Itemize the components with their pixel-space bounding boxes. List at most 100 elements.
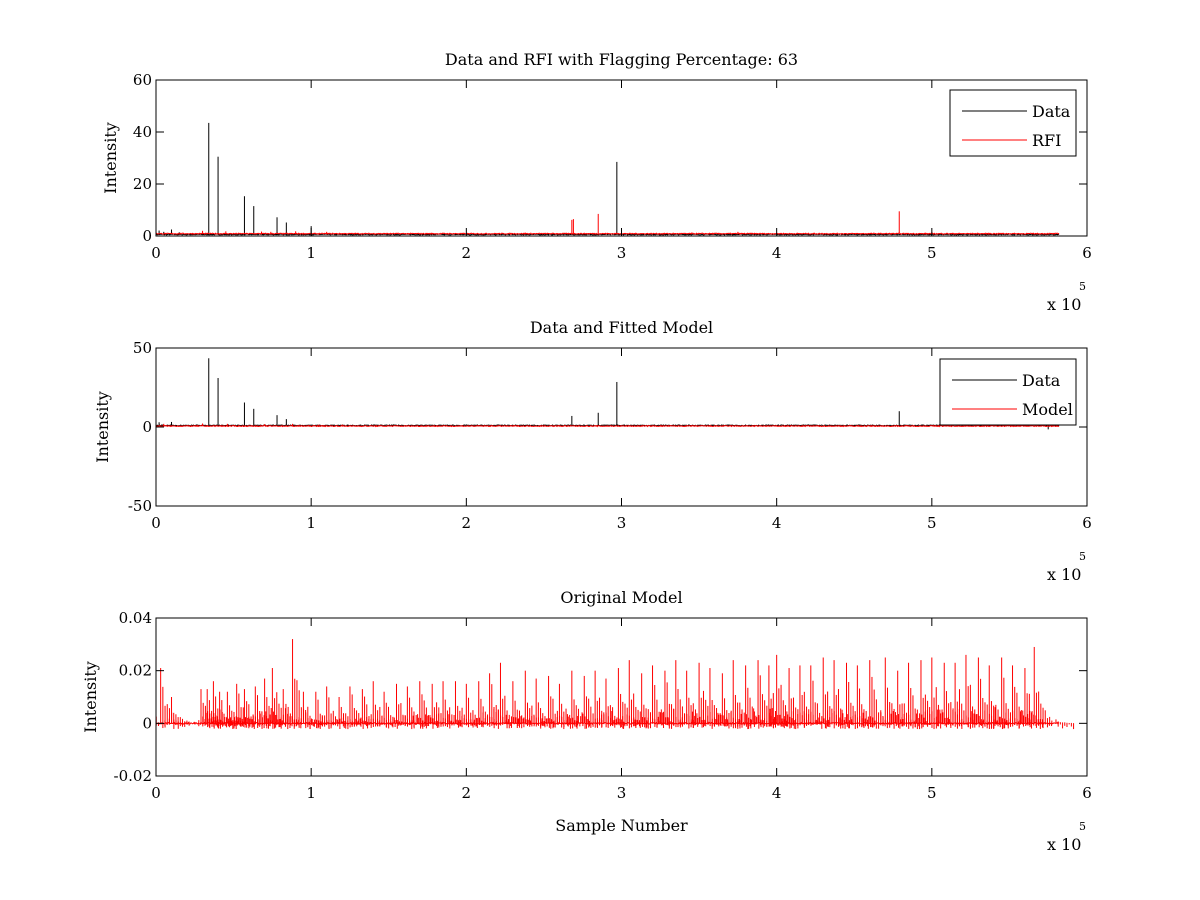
data-spike — [1017, 668, 1044, 729]
chart-title: Data and Fitted Model — [530, 318, 713, 337]
series-model — [156, 423, 1060, 428]
data-spike — [924, 657, 950, 730]
data-spike — [611, 668, 637, 729]
y-tick-label: 0 — [142, 418, 152, 436]
x-tick-label: 1 — [306, 514, 316, 532]
y-tick-label: 60 — [133, 71, 152, 89]
data-spike — [679, 670, 705, 729]
data-layer — [156, 122, 1060, 236]
data-spike — [257, 678, 283, 729]
y-tick-label: 0 — [142, 714, 152, 732]
data-spike — [738, 665, 764, 730]
chart-title: Data and RFI with Flagging Percentage: 6… — [445, 50, 798, 69]
data-spike — [220, 691, 246, 730]
data-spike — [493, 662, 519, 729]
plot-area — [156, 80, 1087, 236]
y-tick-label: -0.02 — [114, 767, 152, 785]
data-spike — [435, 681, 462, 728]
data-spike — [958, 654, 985, 729]
y-tick-label: 0 — [142, 227, 152, 245]
x-tick-label: 5 — [927, 244, 937, 262]
y-axis-label: Intensity — [93, 391, 112, 463]
y-tick-label: 0.02 — [119, 662, 152, 680]
data-spike — [598, 678, 625, 729]
x-tick-label: 1 — [306, 784, 316, 802]
legend-label: Data — [1032, 102, 1071, 121]
y-axis-label: Intensity — [101, 122, 120, 194]
legend-label: Model — [1022, 400, 1073, 419]
x-tick-label: 2 — [462, 514, 472, 532]
data-spike — [229, 683, 255, 729]
x-tick-label: 3 — [617, 514, 627, 532]
multiplier-base: x 10 — [1047, 835, 1081, 854]
x-tick-label: 1 — [306, 244, 316, 262]
data-spike — [564, 670, 590, 729]
x-tick-label: 5 — [927, 784, 937, 802]
x-tick-label: 4 — [772, 514, 782, 532]
x-tick-label: 6 — [1082, 514, 1092, 532]
multiplier-exponent: 5 — [1079, 280, 1086, 293]
x-tick-label: 3 — [617, 784, 627, 802]
multiplier-base: x 10 — [1047, 565, 1081, 584]
data-spike — [769, 654, 795, 729]
data-layer — [156, 358, 1060, 430]
x-tick-label: 4 — [772, 784, 782, 802]
y-tick-label: 20 — [133, 175, 152, 193]
data-spike — [248, 686, 274, 729]
data-spike — [342, 686, 369, 729]
data-layer — [156, 639, 1075, 730]
y-tick-label: 0.04 — [119, 609, 152, 627]
data-spike — [622, 660, 648, 728]
x-tick-label: 6 — [1082, 244, 1092, 262]
data-spike — [459, 683, 485, 729]
legend-box — [949, 89, 1077, 157]
data-spike — [212, 691, 238, 729]
x-tick-label: 2 — [462, 244, 472, 262]
data-spike — [376, 691, 403, 729]
x-tick-label: 6 — [1082, 784, 1092, 802]
x-tick-label: 0 — [151, 784, 161, 802]
data-spike — [982, 665, 1008, 730]
chart-title: Original Model — [560, 588, 682, 607]
data-spike — [850, 665, 876, 729]
x-tick-label: 0 — [151, 244, 161, 262]
data-spike — [552, 683, 578, 730]
data-spike — [164, 697, 190, 727]
data-spike — [657, 670, 684, 729]
legend: Data RFI — [949, 89, 1077, 157]
data-spike — [803, 665, 829, 729]
x-axis-multiplier: x 10 5 — [1047, 550, 1086, 584]
multiplier-base: x 10 — [1047, 295, 1081, 314]
series-rfi — [156, 211, 1060, 235]
x-tick-label: 5 — [927, 514, 937, 532]
data-spike — [400, 686, 426, 730]
multiplier-exponent: 5 — [1079, 550, 1086, 563]
series-original-model — [156, 639, 1075, 730]
y-tick-label: -50 — [128, 497, 152, 515]
x-axis-multiplier: x 10 5 — [1047, 820, 1086, 854]
x-tick-label: 4 — [772, 244, 782, 262]
data-spike — [901, 662, 927, 730]
series-trace — [156, 424, 1060, 428]
data-spike — [296, 691, 322, 730]
multiplier-exponent: 5 — [1079, 820, 1086, 833]
legend-label: Data — [1022, 371, 1061, 390]
data-spike — [1048, 719, 1075, 730]
legend-box — [939, 358, 1077, 426]
data-spike — [826, 660, 853, 729]
x-tick-label: 2 — [462, 784, 472, 802]
data-spike — [702, 668, 729, 729]
data-spike — [319, 686, 345, 729]
plot-area — [156, 618, 1087, 776]
y-axis-label: Intensity — [81, 661, 100, 733]
data-spike — [634, 673, 660, 729]
data-spike — [726, 660, 752, 729]
x-tick-label: 3 — [617, 244, 627, 262]
x-axis-multiplier: x 10 5 — [1047, 280, 1086, 314]
y-tick-label: 50 — [133, 339, 152, 357]
y-tick-label: 40 — [133, 123, 152, 141]
